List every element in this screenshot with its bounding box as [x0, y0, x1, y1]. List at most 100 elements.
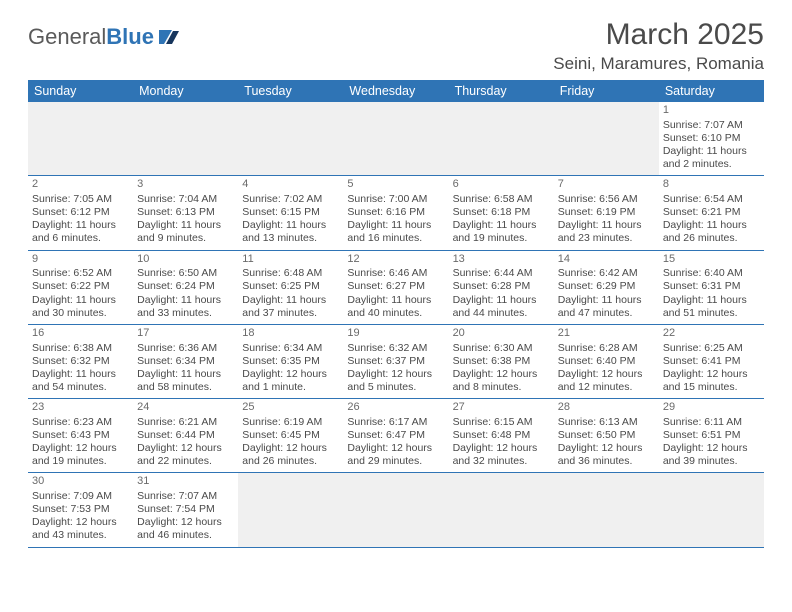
daylight-text: Daylight: 12 hours and 22 minutes.	[137, 442, 234, 468]
day-number: 15	[663, 253, 760, 267]
day-number: 7	[558, 178, 655, 192]
sunrise-text: Sunrise: 7:09 AM	[32, 490, 129, 503]
sunset-text: Sunset: 6:51 PM	[663, 429, 760, 442]
location-label: Seini, Maramures, Romania	[553, 54, 764, 74]
sunset-text: Sunset: 6:45 PM	[242, 429, 339, 442]
sunset-text: Sunset: 6:12 PM	[32, 206, 129, 219]
sunset-text: Sunset: 6:27 PM	[347, 280, 444, 293]
sunrise-text: Sunrise: 6:38 AM	[32, 342, 129, 355]
sunrise-text: Sunrise: 6:48 AM	[242, 267, 339, 280]
sunrise-text: Sunrise: 7:02 AM	[242, 193, 339, 206]
calendar-cell: 8Sunrise: 6:54 AMSunset: 6:21 PMDaylight…	[659, 176, 764, 250]
sunrise-text: Sunrise: 7:04 AM	[137, 193, 234, 206]
calendar-cell: 16Sunrise: 6:38 AMSunset: 6:32 PMDayligh…	[28, 324, 133, 398]
day-header: Tuesday	[238, 80, 343, 102]
sunset-text: Sunset: 6:41 PM	[663, 355, 760, 368]
calendar-cell: 17Sunrise: 6:36 AMSunset: 6:34 PMDayligh…	[133, 324, 238, 398]
sunrise-text: Sunrise: 6:46 AM	[347, 267, 444, 280]
sunrise-text: Sunrise: 6:56 AM	[558, 193, 655, 206]
month-title: March 2025	[553, 18, 764, 52]
sunset-text: Sunset: 6:10 PM	[663, 132, 760, 145]
daylight-text: Daylight: 11 hours and 44 minutes.	[453, 294, 550, 320]
daylight-text: Daylight: 12 hours and 32 minutes.	[453, 442, 550, 468]
sunrise-text: Sunrise: 7:00 AM	[347, 193, 444, 206]
day-number: 26	[347, 401, 444, 415]
day-header: Monday	[133, 80, 238, 102]
sunrise-text: Sunrise: 6:28 AM	[558, 342, 655, 355]
day-number: 12	[347, 253, 444, 267]
sunset-text: Sunset: 6:37 PM	[347, 355, 444, 368]
sunrise-text: Sunrise: 6:23 AM	[32, 416, 129, 429]
day-header: Friday	[554, 80, 659, 102]
daylight-text: Daylight: 11 hours and 13 minutes.	[242, 219, 339, 245]
sunrise-text: Sunrise: 6:25 AM	[663, 342, 760, 355]
sunrise-text: Sunrise: 6:50 AM	[137, 267, 234, 280]
title-block: March 2025 Seini, Maramures, Romania	[553, 18, 764, 74]
day-number: 2	[32, 178, 129, 192]
calendar-table: SundayMondayTuesdayWednesdayThursdayFrid…	[28, 80, 764, 548]
calendar-cell: 19Sunrise: 6:32 AMSunset: 6:37 PMDayligh…	[343, 324, 448, 398]
day-number: 31	[137, 475, 234, 489]
calendar-cell: 2Sunrise: 7:05 AMSunset: 6:12 PMDaylight…	[28, 176, 133, 250]
calendar-week: 1Sunrise: 7:07 AMSunset: 6:10 PMDaylight…	[28, 102, 764, 176]
daylight-text: Daylight: 11 hours and 9 minutes.	[137, 219, 234, 245]
sunrise-text: Sunrise: 6:19 AM	[242, 416, 339, 429]
daylight-text: Daylight: 11 hours and 47 minutes.	[558, 294, 655, 320]
day-number: 9	[32, 253, 129, 267]
daylight-text: Daylight: 11 hours and 2 minutes.	[663, 145, 760, 171]
day-number: 25	[242, 401, 339, 415]
sunset-text: Sunset: 6:13 PM	[137, 206, 234, 219]
sunrise-text: Sunrise: 6:21 AM	[137, 416, 234, 429]
sunset-text: Sunset: 6:29 PM	[558, 280, 655, 293]
daylight-text: Daylight: 11 hours and 19 minutes.	[453, 219, 550, 245]
calendar-cell	[133, 102, 238, 176]
sunset-text: Sunset: 6:50 PM	[558, 429, 655, 442]
brand-logo: GeneralBlue	[28, 24, 180, 50]
calendar-cell: 12Sunrise: 6:46 AMSunset: 6:27 PMDayligh…	[343, 250, 448, 324]
day-number: 24	[137, 401, 234, 415]
daylight-text: Daylight: 12 hours and 19 minutes.	[32, 442, 129, 468]
calendar-cell: 10Sunrise: 6:50 AMSunset: 6:24 PMDayligh…	[133, 250, 238, 324]
sunset-text: Sunset: 6:31 PM	[663, 280, 760, 293]
sunrise-text: Sunrise: 6:44 AM	[453, 267, 550, 280]
daylight-text: Daylight: 11 hours and 58 minutes.	[137, 368, 234, 394]
day-number: 23	[32, 401, 129, 415]
calendar-cell: 9Sunrise: 6:52 AMSunset: 6:22 PMDaylight…	[28, 250, 133, 324]
sunrise-text: Sunrise: 6:17 AM	[347, 416, 444, 429]
sunset-text: Sunset: 6:21 PM	[663, 206, 760, 219]
calendar-cell: 30Sunrise: 7:09 AMSunset: 7:53 PMDayligh…	[28, 473, 133, 547]
sunset-text: Sunset: 6:44 PM	[137, 429, 234, 442]
day-number: 18	[242, 327, 339, 341]
calendar-cell	[238, 102, 343, 176]
daylight-text: Daylight: 12 hours and 12 minutes.	[558, 368, 655, 394]
calendar-week: 30Sunrise: 7:09 AMSunset: 7:53 PMDayligh…	[28, 473, 764, 547]
daylight-text: Daylight: 12 hours and 26 minutes.	[242, 442, 339, 468]
sunset-text: Sunset: 6:32 PM	[32, 355, 129, 368]
day-header: Thursday	[449, 80, 554, 102]
day-number: 13	[453, 253, 550, 267]
calendar-cell	[238, 473, 343, 547]
day-number: 3	[137, 178, 234, 192]
day-header: Saturday	[659, 80, 764, 102]
daylight-text: Daylight: 12 hours and 36 minutes.	[558, 442, 655, 468]
calendar-cell: 15Sunrise: 6:40 AMSunset: 6:31 PMDayligh…	[659, 250, 764, 324]
calendar-cell	[659, 473, 764, 547]
day-number: 6	[453, 178, 550, 192]
sunrise-text: Sunrise: 6:36 AM	[137, 342, 234, 355]
sunrise-text: Sunrise: 6:58 AM	[453, 193, 550, 206]
calendar-cell: 21Sunrise: 6:28 AMSunset: 6:40 PMDayligh…	[554, 324, 659, 398]
sunset-text: Sunset: 7:54 PM	[137, 503, 234, 516]
daylight-text: Daylight: 11 hours and 6 minutes.	[32, 219, 129, 245]
day-number: 10	[137, 253, 234, 267]
flag-icon	[158, 28, 180, 46]
calendar-cell: 18Sunrise: 6:34 AMSunset: 6:35 PMDayligh…	[238, 324, 343, 398]
calendar-cell: 31Sunrise: 7:07 AMSunset: 7:54 PMDayligh…	[133, 473, 238, 547]
calendar-cell: 7Sunrise: 6:56 AMSunset: 6:19 PMDaylight…	[554, 176, 659, 250]
calendar-cell	[343, 102, 448, 176]
day-number: 21	[558, 327, 655, 341]
calendar-cell: 5Sunrise: 7:00 AMSunset: 6:16 PMDaylight…	[343, 176, 448, 250]
day-number: 16	[32, 327, 129, 341]
calendar-week: 23Sunrise: 6:23 AMSunset: 6:43 PMDayligh…	[28, 399, 764, 473]
sunrise-text: Sunrise: 6:52 AM	[32, 267, 129, 280]
sunrise-text: Sunrise: 7:05 AM	[32, 193, 129, 206]
